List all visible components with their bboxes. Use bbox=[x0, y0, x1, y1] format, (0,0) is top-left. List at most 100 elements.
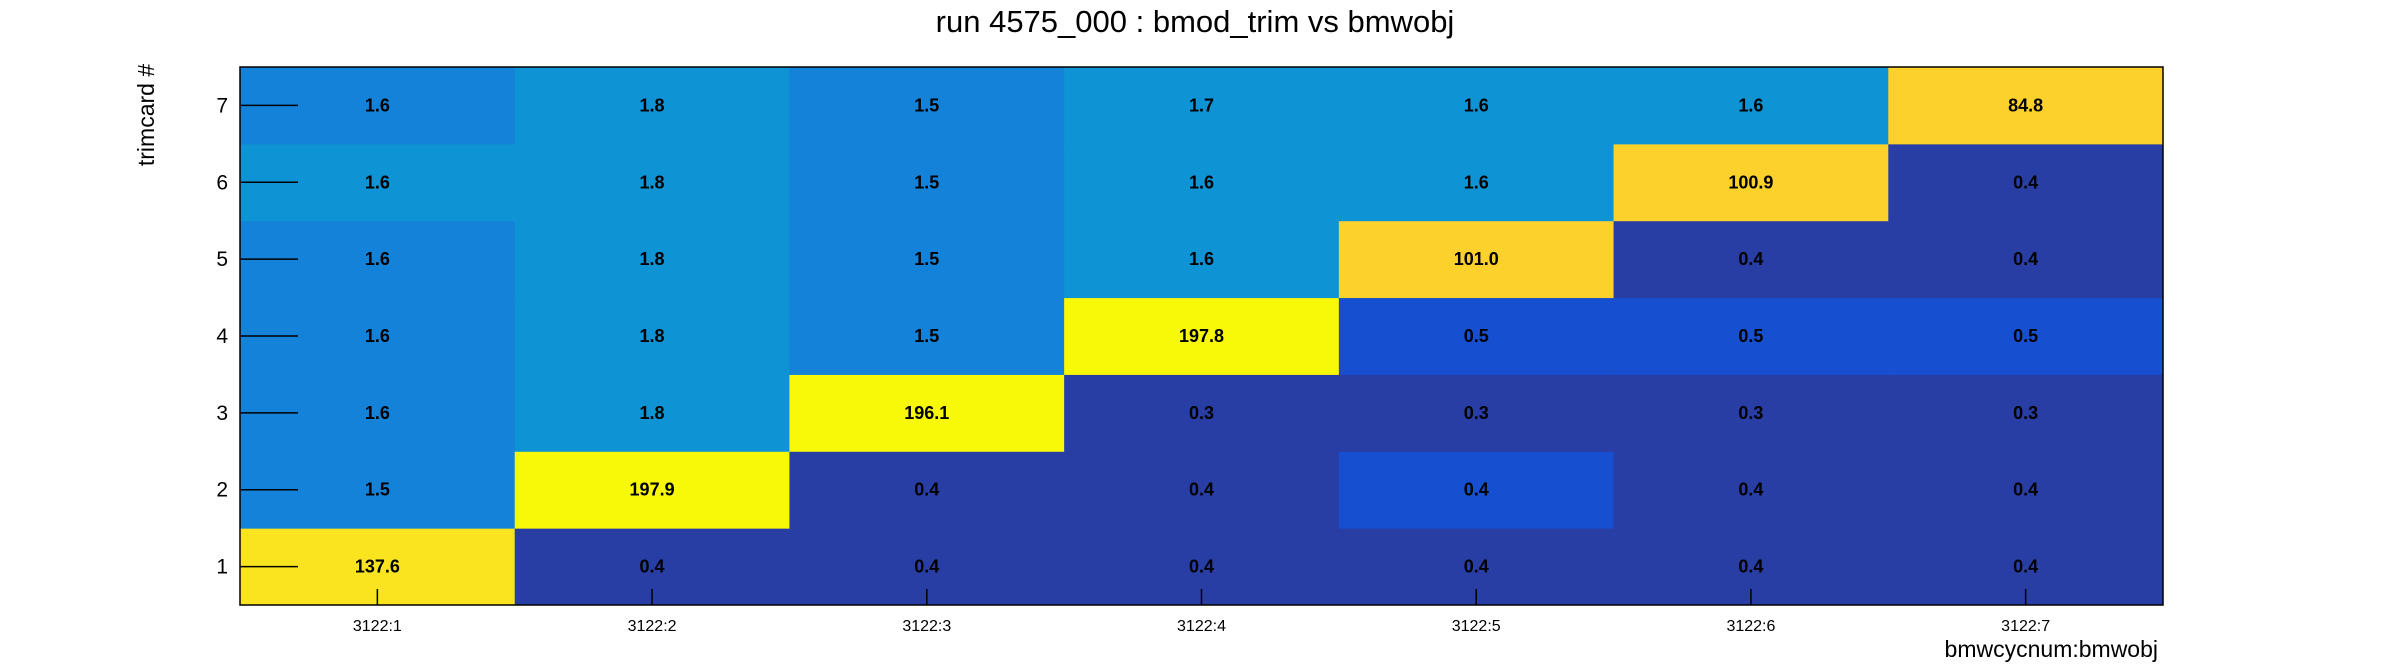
cell-value-label: 0.4 bbox=[1189, 480, 1214, 500]
x-tick-label: 3122:6 bbox=[1726, 618, 1775, 635]
cell-value-label: 0.4 bbox=[1738, 249, 1763, 269]
cell-value-label: 101.0 bbox=[1454, 249, 1499, 269]
heatmap-cell bbox=[1064, 374, 1340, 452]
cell-value-label: 0.3 bbox=[2013, 403, 2038, 423]
heatmap-cell bbox=[1613, 374, 1889, 452]
cell-value-label: 0.4 bbox=[2013, 480, 2038, 500]
cell-value-label: 1.5 bbox=[914, 172, 939, 192]
cell-value-label: 196.1 bbox=[904, 403, 949, 423]
cell-value-label: 1.5 bbox=[914, 95, 939, 115]
x-tick-label: 3122:5 bbox=[1452, 618, 1501, 635]
cell-value-label: 0.4 bbox=[914, 557, 939, 577]
cell-value-label: 84.8 bbox=[2008, 95, 2043, 115]
heatmap-cell bbox=[514, 451, 790, 529]
heatmap-cell bbox=[1338, 220, 1615, 299]
heatmap-cell bbox=[1888, 143, 2164, 222]
cell-value-label: 1.6 bbox=[1464, 172, 1489, 192]
cell-value-label: 1.6 bbox=[1738, 95, 1763, 115]
heatmap-cell bbox=[1888, 67, 2164, 145]
heatmap-cell bbox=[1338, 143, 1615, 222]
heatmap-cell bbox=[1888, 220, 2164, 299]
cell-value-label: 0.4 bbox=[914, 480, 939, 500]
cell-value-label: 1.6 bbox=[1189, 172, 1214, 192]
x-axis-label: bmwcycnum:bmwobj bbox=[1945, 636, 2158, 662]
heatmap-cell bbox=[789, 451, 1065, 529]
cell-value-label: 1.8 bbox=[640, 172, 665, 192]
cell-value-label: 0.3 bbox=[1464, 403, 1489, 423]
x-tick-label: 3122:3 bbox=[902, 618, 951, 635]
y-tick-label: 5 bbox=[216, 248, 228, 271]
heatmap-cell bbox=[1888, 297, 2164, 375]
cell-value-label: 0.4 bbox=[2013, 249, 2038, 269]
y-tick-label: 1 bbox=[216, 556, 228, 579]
y-tick-label: 7 bbox=[216, 94, 228, 117]
x-tick-label: 3122:2 bbox=[628, 618, 677, 635]
cell-value-label: 1.8 bbox=[640, 403, 665, 423]
y-tick-label: 2 bbox=[216, 479, 228, 502]
heatmap-cell bbox=[514, 297, 790, 375]
heatmap-cell bbox=[1613, 297, 1889, 375]
heatmap-cells bbox=[240, 67, 2164, 606]
cell-value-label: 1.8 bbox=[640, 326, 665, 346]
cell-value-label: 137.6 bbox=[355, 557, 400, 577]
y-axis-label: trimcard # bbox=[133, 64, 159, 166]
cell-value-label: 0.5 bbox=[1738, 326, 1763, 346]
heatmap-cell bbox=[789, 220, 1065, 299]
heatmap-cell bbox=[514, 374, 790, 452]
cell-value-label: 0.4 bbox=[1189, 557, 1214, 577]
heatmap-cell bbox=[789, 374, 1065, 452]
cell-value-label: 1.6 bbox=[365, 403, 390, 423]
cell-value-label: 0.4 bbox=[1738, 480, 1763, 500]
cell-value-label: 1.6 bbox=[1189, 249, 1214, 269]
cell-value-label: 1.5 bbox=[914, 326, 939, 346]
heatmap-cell bbox=[1888, 374, 2164, 452]
heatmap-cell bbox=[1613, 67, 1889, 145]
cell-value-label: 1.5 bbox=[365, 480, 390, 500]
heatmap-cell bbox=[1064, 220, 1340, 299]
heatmap-cell bbox=[1613, 143, 1889, 222]
cell-value-label: 1.5 bbox=[914, 249, 939, 269]
cell-value-label: 100.9 bbox=[1728, 172, 1773, 192]
heatmap-cell bbox=[514, 143, 790, 222]
y-tick-label: 3 bbox=[216, 402, 228, 425]
heatmap-cell bbox=[1338, 451, 1615, 529]
cell-value-label: 0.4 bbox=[640, 557, 665, 577]
cell-value-label: 0.3 bbox=[1738, 403, 1763, 423]
x-tick-label: 3122:7 bbox=[2001, 618, 2050, 635]
heatmap-cell bbox=[789, 297, 1065, 375]
y-axis-ticks: 1 2 3 4 5 6 7 bbox=[216, 94, 298, 579]
cell-value-label: 197.9 bbox=[630, 480, 675, 500]
cell-value-labels: 137.6 0.4 0.4 0.4 0.4 0.4 0.4 1.5 197.9 0.4 0.4 0.4… bbox=[355, 95, 2043, 576]
cell-value-label: 0.4 bbox=[1464, 480, 1489, 500]
cell-value-label: 0.4 bbox=[1464, 557, 1489, 577]
heatmap-cell bbox=[1064, 451, 1340, 529]
cell-value-label: 1.7 bbox=[1189, 95, 1214, 115]
cell-value-label: 1.8 bbox=[640, 95, 665, 115]
heatmap-cell bbox=[1064, 143, 1340, 222]
cell-value-label: 0.4 bbox=[2013, 557, 2038, 577]
x-axis-ticks: 3122:1 3122:2 3122:3 3122:4 3122:5 3122:6 3122… bbox=[353, 589, 2050, 635]
heatmap-cell bbox=[1888, 451, 2164, 529]
heatmap-cell bbox=[514, 67, 790, 145]
cell-value-label: 0.4 bbox=[1738, 557, 1763, 577]
heatmap-cell bbox=[1613, 220, 1889, 299]
cell-value-label: 0.5 bbox=[1464, 326, 1489, 346]
heatmap-cell bbox=[1338, 374, 1615, 452]
cell-value-label: 197.8 bbox=[1179, 326, 1224, 346]
heatmap-cell bbox=[1338, 67, 1615, 145]
cell-value-label: 1.6 bbox=[365, 172, 390, 192]
cell-value-label: 1.6 bbox=[365, 326, 390, 346]
heatmap-cell bbox=[1064, 297, 1340, 375]
x-tick-label: 3122:1 bbox=[353, 618, 402, 635]
cell-value-label: 0.3 bbox=[1189, 403, 1214, 423]
cell-value-label: 1.8 bbox=[640, 249, 665, 269]
heatmap-cell bbox=[789, 143, 1065, 222]
cell-value-label: 0.4 bbox=[2013, 172, 2038, 192]
heatmap-cell bbox=[789, 67, 1065, 145]
cell-value-label: 1.6 bbox=[365, 95, 390, 115]
cell-value-label: 1.6 bbox=[365, 249, 390, 269]
cell-value-label: 0.5 bbox=[2013, 326, 2038, 346]
heatmap-cell bbox=[1338, 297, 1615, 375]
heatmap-cell bbox=[514, 220, 790, 299]
